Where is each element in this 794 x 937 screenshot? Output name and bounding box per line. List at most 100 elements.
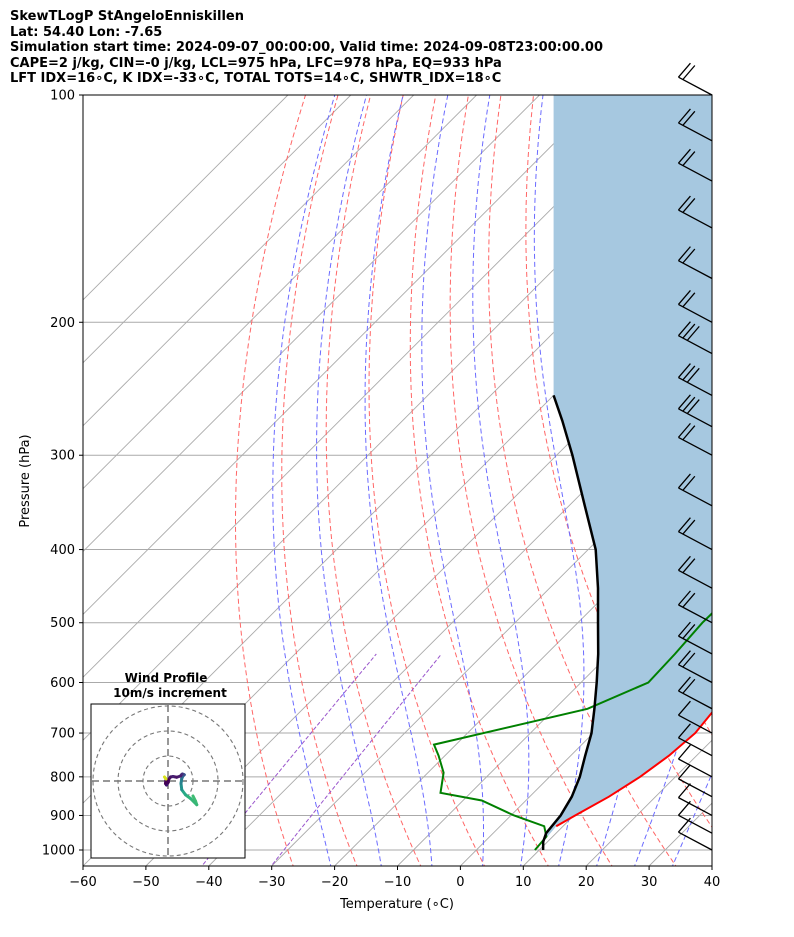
barb-flag <box>677 676 691 692</box>
wind-barb <box>677 764 713 798</box>
barb-flag <box>682 592 696 608</box>
barb-flag <box>682 519 696 535</box>
wind-barb <box>677 744 713 778</box>
mixing-ratio-line <box>270 653 442 866</box>
barb-flag <box>686 399 700 414</box>
wind-barb <box>677 517 713 551</box>
y-tick-label: 100 <box>50 89 75 104</box>
wind-barb <box>677 321 713 355</box>
dry-adiabat <box>235 95 307 866</box>
isotherm-line <box>145 299 712 866</box>
x-tick-label: −50 <box>132 875 159 890</box>
barb-staff <box>678 714 713 734</box>
indices-line-2: LFT IDX=16∘C, K IDX=-33∘C, TOTAL TOTS=14… <box>10 71 502 87</box>
mixing-ratio-line <box>201 653 377 866</box>
moist-adiabat <box>272 95 336 866</box>
wind-barb <box>677 555 713 589</box>
barb-flag <box>682 652 696 668</box>
barb-staff <box>678 162 713 182</box>
isotherm-line <box>83 95 666 678</box>
wind-barb <box>677 108 713 142</box>
y-tick-label: 700 <box>50 727 75 742</box>
barb-flag <box>677 148 691 164</box>
hodograph-inset: Wind Profile 10m/s increment <box>90 671 246 859</box>
barb-staff <box>678 436 713 456</box>
barb-staff <box>678 377 713 397</box>
dry-adiabat <box>409 95 549 866</box>
wind-barb <box>677 800 713 834</box>
barb-staff <box>678 569 713 589</box>
barb-flag <box>682 198 696 213</box>
dry-adiabat <box>368 95 486 866</box>
temperature-profile <box>555 711 712 828</box>
wind-barb <box>677 148 713 182</box>
isotherm-line <box>397 550 712 866</box>
barb-flag <box>677 195 691 211</box>
isotherm-line <box>83 95 540 553</box>
barb-flag <box>677 555 691 571</box>
barb-staff <box>678 209 713 229</box>
inset-subtitle: 10m/s increment <box>113 686 227 700</box>
barb-staff <box>678 737 713 757</box>
barb-staff <box>678 335 713 355</box>
barb-staff <box>678 758 713 778</box>
barb-flag <box>677 517 691 533</box>
isotherm-line <box>711 865 712 866</box>
wind-barb <box>677 394 713 428</box>
wind-barb <box>677 817 713 851</box>
moist-adiabat <box>364 95 433 866</box>
barb-staff <box>678 122 713 142</box>
x-tick-label: 40 <box>704 875 721 890</box>
chart-title: SkewTLogP StAngeloEnniskillen <box>10 9 244 24</box>
wind-barb <box>677 783 713 817</box>
wind-barb <box>677 195 713 229</box>
wind-barb <box>677 62 713 96</box>
barb-staff <box>678 604 713 624</box>
dry-adiabat <box>728 78 794 869</box>
dry-adiabat <box>760 78 794 869</box>
barb-staff <box>678 831 713 851</box>
inset-title: Wind Profile <box>125 671 208 685</box>
moist-adiabat <box>533 95 585 866</box>
dewpoint-profile <box>432 612 712 851</box>
isotherm-line <box>83 95 477 490</box>
barb-staff <box>678 814 713 834</box>
barb-flag <box>677 744 691 760</box>
isotherm-line <box>271 425 712 866</box>
barb-staff <box>678 635 713 655</box>
y-tick-label: 200 <box>50 316 75 331</box>
barb-flag <box>682 110 696 126</box>
parcel-profile <box>541 394 600 851</box>
y-tick-label: 300 <box>50 449 75 464</box>
wind-barb <box>677 473 713 507</box>
x-tick-label: −30 <box>258 875 285 890</box>
x-tick-label: −40 <box>195 875 222 890</box>
barb-flag <box>677 290 691 305</box>
y-tick-label: 600 <box>50 676 75 691</box>
barb-flag <box>682 475 696 491</box>
dry-adiabat <box>281 95 358 866</box>
barb-flag <box>677 246 691 262</box>
wind-barb <box>677 422 713 456</box>
x-tick-label: 20 <box>578 875 595 890</box>
barb-flag <box>677 473 691 489</box>
barb-flag <box>686 367 700 383</box>
barb-flag <box>677 62 691 78</box>
location-line: Lat: 54.40 Lon: -7.65 <box>10 24 163 40</box>
hodograph-segment <box>163 775 168 781</box>
wind-barb <box>677 700 713 734</box>
isotherm-line <box>460 613 712 866</box>
barb-flag <box>677 783 691 799</box>
x-tick-label: 0 <box>456 875 464 890</box>
barb-flag <box>682 292 696 308</box>
isotherm-line <box>83 95 603 616</box>
barb-flag <box>677 394 691 410</box>
time-line: Simulation start time: 2024-09-07_00:00:… <box>10 40 603 56</box>
wind-barb <box>677 363 713 397</box>
data-layer <box>432 95 712 851</box>
barb-flag <box>677 590 691 606</box>
y-tick-label: 800 <box>50 770 75 785</box>
x-tick-label: 30 <box>641 875 658 890</box>
barb-flag <box>677 723 691 739</box>
